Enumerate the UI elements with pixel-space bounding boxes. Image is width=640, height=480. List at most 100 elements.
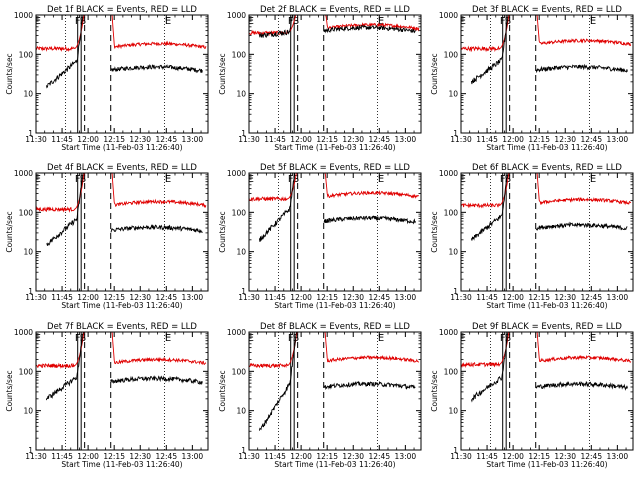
x-tick-label: 11:45 xyxy=(476,135,498,144)
y-tick-label: 100 xyxy=(232,367,247,376)
y-axis-label: Counts/sec xyxy=(218,211,227,252)
y-tick-label: 10 xyxy=(448,407,458,416)
x-tick-label: 12:45 xyxy=(580,293,602,302)
y-tick-label: 100 xyxy=(444,367,459,376)
y-tick-label: 1 xyxy=(28,129,33,138)
y-tick-label: 100 xyxy=(444,208,459,217)
lld-series-line xyxy=(461,15,632,53)
interval-letter: E xyxy=(35,174,41,185)
y-tick-label: 1000 xyxy=(14,169,33,178)
y-tick-label: 1000 xyxy=(439,328,458,337)
y-axis-label: Counts/sec xyxy=(430,53,439,94)
y-tick-label: 1000 xyxy=(227,11,246,20)
panel-det-5: Det 5f BLACK = Events, RED = LLD 1 10 100 10… xyxy=(218,163,422,310)
x-tick-label: 11:30 xyxy=(238,293,260,302)
interval-letter: F xyxy=(500,333,506,344)
panel-title: Det 4f BLACK = Events, RED = LLD xyxy=(47,163,197,173)
y-axis-label: Counts/sec xyxy=(5,370,14,411)
y-tick-label: 10 xyxy=(236,90,246,99)
y-tick-label: 100 xyxy=(232,50,247,59)
x-tick-label: 11:30 xyxy=(25,293,47,302)
x-tick-label: 12:00 xyxy=(290,452,312,461)
events-series-line-post xyxy=(110,375,203,385)
x-axis-label: Start Time (11-Feb-03 11:26:40) xyxy=(486,301,607,310)
events-series-line-post xyxy=(110,64,203,74)
x-tick-label: 12:00 xyxy=(290,293,312,302)
x-tick-label: 12:15 xyxy=(316,135,338,144)
y-tick-label: 1 xyxy=(241,446,246,455)
panel-title: Det 9f BLACK = Events, RED = LLD xyxy=(472,322,622,332)
panel-det-4: Det 4f BLACK = Events, RED = LLD 1 10 100 10… xyxy=(5,163,209,310)
x-tick-label: 11:30 xyxy=(25,135,47,144)
x-tick-label: 11:45 xyxy=(264,293,286,302)
panel-title: Det 3f BLACK = Events, RED = LLD xyxy=(472,5,622,15)
x-tick-label: 13:00 xyxy=(607,135,629,144)
x-tick-label: 12:00 xyxy=(77,135,99,144)
y-axis-label: Counts/sec xyxy=(218,370,227,411)
panel-title: Det 5f BLACK = Events, RED = LLD xyxy=(260,163,410,173)
y-tick-label: 1000 xyxy=(227,328,246,337)
x-tick-label: 13:00 xyxy=(182,293,204,302)
y-axis-label: Counts/sec xyxy=(5,53,14,94)
x-tick-label: 13:00 xyxy=(607,452,629,461)
x-tick-label: 12:30 xyxy=(554,452,576,461)
interval-letter: E xyxy=(248,333,254,344)
y-axis-label: Counts/sec xyxy=(430,211,439,252)
x-tick-label: 13:00 xyxy=(395,135,417,144)
events-series-line-post xyxy=(535,381,628,391)
x-tick-label: 12:15 xyxy=(528,452,550,461)
x-axis-label: Start Time (11-Feb-03 11:26:40) xyxy=(486,460,607,469)
x-axis-label: Start Time (11-Feb-03 11:26:40) xyxy=(61,301,182,310)
x-tick-label: 13:00 xyxy=(607,293,629,302)
interval-letter: E xyxy=(460,16,466,27)
x-tick-label: 11:45 xyxy=(476,293,498,302)
plot-frame xyxy=(35,14,209,134)
events-series-line-post xyxy=(323,24,416,34)
plot-frame xyxy=(248,172,422,292)
x-tick-label: 13:00 xyxy=(395,293,417,302)
y-tick-label: 1000 xyxy=(227,169,246,178)
lld-series-line xyxy=(249,15,420,37)
x-tick-label: 12:30 xyxy=(129,452,151,461)
x-tick-label: 11:45 xyxy=(51,293,73,302)
interval-letter: F xyxy=(75,174,81,185)
events-series-line-pre xyxy=(470,332,510,403)
plot-frame xyxy=(248,331,422,451)
x-tick-label: 12:00 xyxy=(502,135,524,144)
x-tick-label: 12:45 xyxy=(155,452,177,461)
y-axis-label: Counts/sec xyxy=(430,370,439,411)
x-tick-label: 12:30 xyxy=(129,135,151,144)
x-tick-label: 11:30 xyxy=(450,135,472,144)
x-tick-label: 13:00 xyxy=(182,135,204,144)
x-tick-label: 11:45 xyxy=(264,135,286,144)
events-series-line-post xyxy=(535,63,628,74)
lld-series-line xyxy=(461,173,632,209)
x-tick-label: 12:30 xyxy=(554,135,576,144)
interval-letter: E xyxy=(165,16,171,27)
x-tick-label: 12:15 xyxy=(316,452,338,461)
panel-det-6: Det 6f BLACK = Events, RED = LLD 1 10 100 10… xyxy=(430,163,634,310)
x-tick-label: 12:15 xyxy=(103,293,125,302)
interval-letter: E xyxy=(378,333,384,344)
interval-letter: E xyxy=(378,174,384,185)
x-tick-label: 11:30 xyxy=(238,135,260,144)
x-axis-label: Start Time (11-Feb-03 11:26:40) xyxy=(486,143,607,152)
x-tick-label: 12:00 xyxy=(502,293,524,302)
y-tick-label: 10 xyxy=(23,90,33,99)
panel-det-3: Det 3f BLACK = Events, RED = LLD 1 10 100 10… xyxy=(430,5,634,152)
y-tick-label: 10 xyxy=(448,248,458,257)
x-tick-label: 12:45 xyxy=(580,452,602,461)
lld-series-line xyxy=(461,332,632,368)
events-series-line-pre xyxy=(470,173,510,241)
x-axis-label: Start Time (11-Feb-03 11:26:40) xyxy=(61,460,182,469)
x-tick-label: 11:45 xyxy=(51,452,73,461)
plot-frame xyxy=(248,14,422,134)
x-tick-label: 12:15 xyxy=(528,293,550,302)
interval-letter: E xyxy=(35,16,41,27)
interval-letter: F xyxy=(75,16,81,27)
x-axis-label: Start Time (11-Feb-03 11:26:40) xyxy=(274,143,395,152)
y-tick-label: 1000 xyxy=(14,328,33,337)
events-series-line-post xyxy=(535,221,628,231)
events-series-line-pre xyxy=(258,332,298,431)
